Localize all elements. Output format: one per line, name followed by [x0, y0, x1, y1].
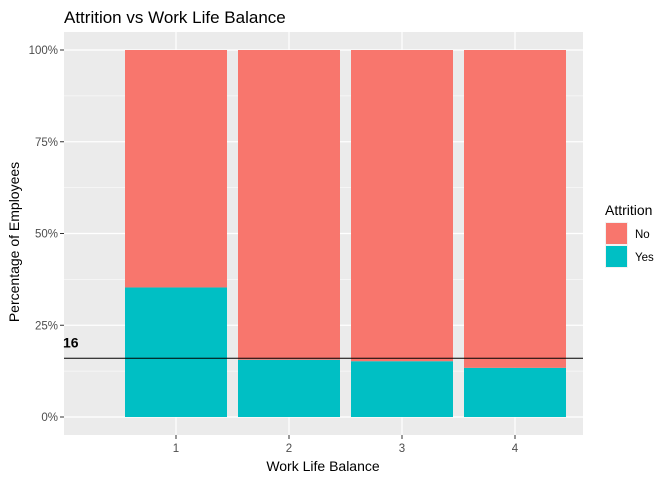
x-axis: 1 2 3 4 — [173, 435, 519, 455]
bar-no-2 — [238, 50, 340, 360]
bar-yes-4 — [464, 367, 566, 417]
bar-no-1 — [125, 50, 227, 288]
legend-swatch-yes — [606, 246, 627, 267]
legend-label-no: No — [635, 229, 650, 241]
y-tick-label: 50% — [35, 229, 58, 241]
bar-no-3 — [351, 50, 453, 362]
legend: Attrition No Yes — [605, 202, 654, 268]
y-tick-label: 25% — [35, 320, 58, 332]
y-tick-label: 0% — [41, 412, 58, 424]
bar-yes-3 — [351, 361, 453, 417]
chart-title: Attrition vs Work Life Balance — [64, 8, 286, 27]
legend-title: Attrition — [605, 202, 652, 218]
y-tick-label: 100% — [29, 45, 58, 57]
bar-yes-1 — [125, 287, 227, 417]
bar-yes-2 — [238, 359, 340, 417]
x-tick-label: 3 — [399, 443, 405, 455]
x-axis-label: Work Life Balance — [266, 458, 380, 474]
reference-line-label: 16 — [63, 334, 79, 350]
x-tick-label: 4 — [512, 443, 519, 455]
legend-label-yes: Yes — [635, 252, 654, 264]
bar-no-4 — [464, 50, 566, 368]
x-tick-label: 1 — [173, 443, 179, 455]
x-tick-label: 2 — [286, 443, 292, 455]
y-tick-label: 75% — [35, 137, 58, 149]
bars — [125, 50, 566, 417]
y-axis-label: Percentage of Employees — [6, 162, 22, 322]
reference-line-group: 16 — [63, 334, 583, 359]
y-axis: 0% 25% 50% 75% 100% — [29, 45, 64, 424]
legend-swatch-no — [606, 223, 627, 244]
